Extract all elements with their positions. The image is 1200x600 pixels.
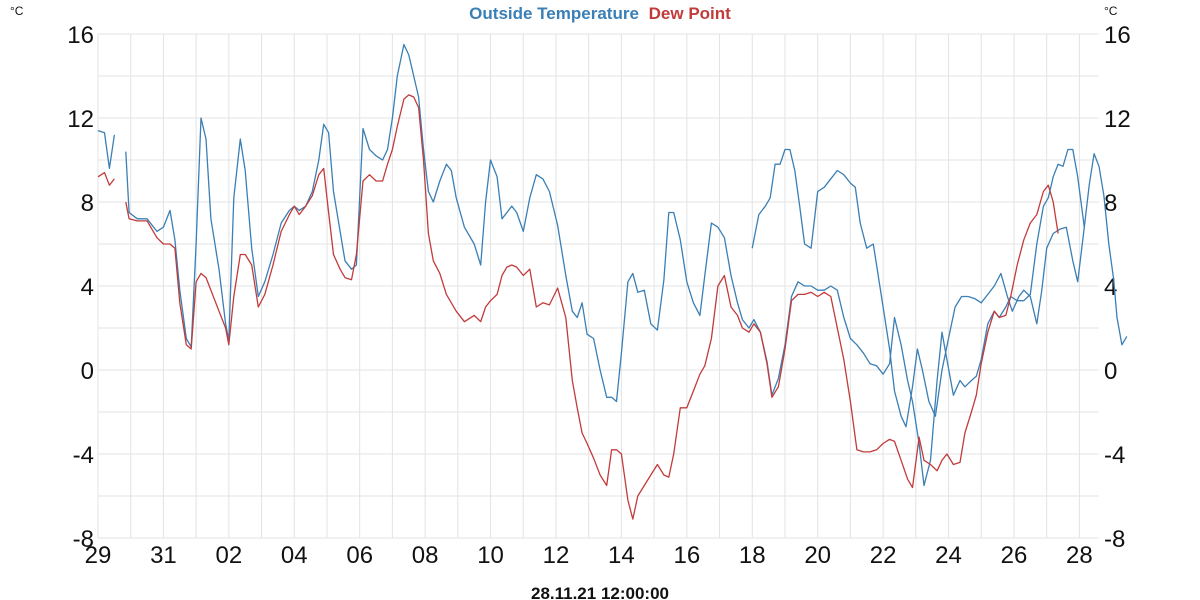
x-tick-label: 06: [346, 542, 373, 569]
title-outside-temperature: Outside Temperature: [469, 4, 639, 23]
y-tick-label-left: 8: [81, 190, 94, 217]
x-tick-label: 02: [215, 542, 242, 569]
x-tick-label: 31: [150, 542, 177, 569]
y-tick-label-right: 12: [1104, 106, 1131, 133]
y-tick-label-left: -4: [73, 442, 94, 469]
series-line-segment: [751, 148, 1128, 428]
y-tick-label-right: 0: [1104, 358, 1117, 385]
y-tick-label-right: 16: [1104, 22, 1131, 49]
y-axis-left: 16 12 8 4 0 -4 -8: [67, 22, 94, 553]
x-tick-label: 14: [608, 542, 635, 569]
chart-title: Outside Temperature Dew Point: [469, 4, 731, 23]
x-tick-label: 20: [804, 542, 831, 569]
series-line-segment: [97, 171, 115, 186]
x-tick-label: 10: [477, 542, 504, 569]
y-tick-label-left: 4: [81, 274, 94, 301]
y-tick-label-left: -8: [73, 526, 94, 553]
chart-footer-timestamp: 28.11.21 12:00:00: [531, 584, 669, 600]
x-tick-label: 12: [543, 542, 570, 569]
x-tick-label: 26: [1001, 542, 1028, 569]
series-dew-point: [97, 94, 1059, 520]
y-unit-right: °C: [1104, 4, 1118, 18]
series-line-segment: [125, 43, 1085, 487]
y-tick-label-left: 16: [67, 22, 94, 49]
y-tick-label-left: 0: [81, 358, 94, 385]
title-dew-point: Dew Point: [649, 4, 732, 23]
series-lines: [97, 43, 1128, 520]
x-tick-label: 16: [673, 542, 700, 569]
chart-grid: [97, 33, 1099, 539]
x-tick-label: 29: [85, 542, 112, 569]
series-line-segment: [125, 94, 1059, 520]
y-unit-left: °C: [10, 4, 24, 18]
x-axis: 29 31 02 04 06 08 10 12 14 16 18 20 22 24 26 28: [85, 542, 1093, 569]
x-tick-label: 24: [935, 542, 962, 569]
x-tick-label: 08: [412, 542, 439, 569]
y-tick-label-right: -8: [1104, 526, 1125, 553]
y-tick-label-left: 12: [67, 106, 94, 133]
x-tick-label: 04: [281, 542, 308, 569]
y-tick-label-right: -4: [1104, 442, 1125, 469]
x-tick-label: 22: [870, 542, 897, 569]
series-outside-temperature: [97, 43, 1128, 487]
x-tick-label: 28: [1066, 542, 1093, 569]
y-tick-label-right: 8: [1104, 190, 1117, 217]
series-line-segment: [97, 129, 116, 170]
x-tick-label: 18: [739, 542, 766, 569]
